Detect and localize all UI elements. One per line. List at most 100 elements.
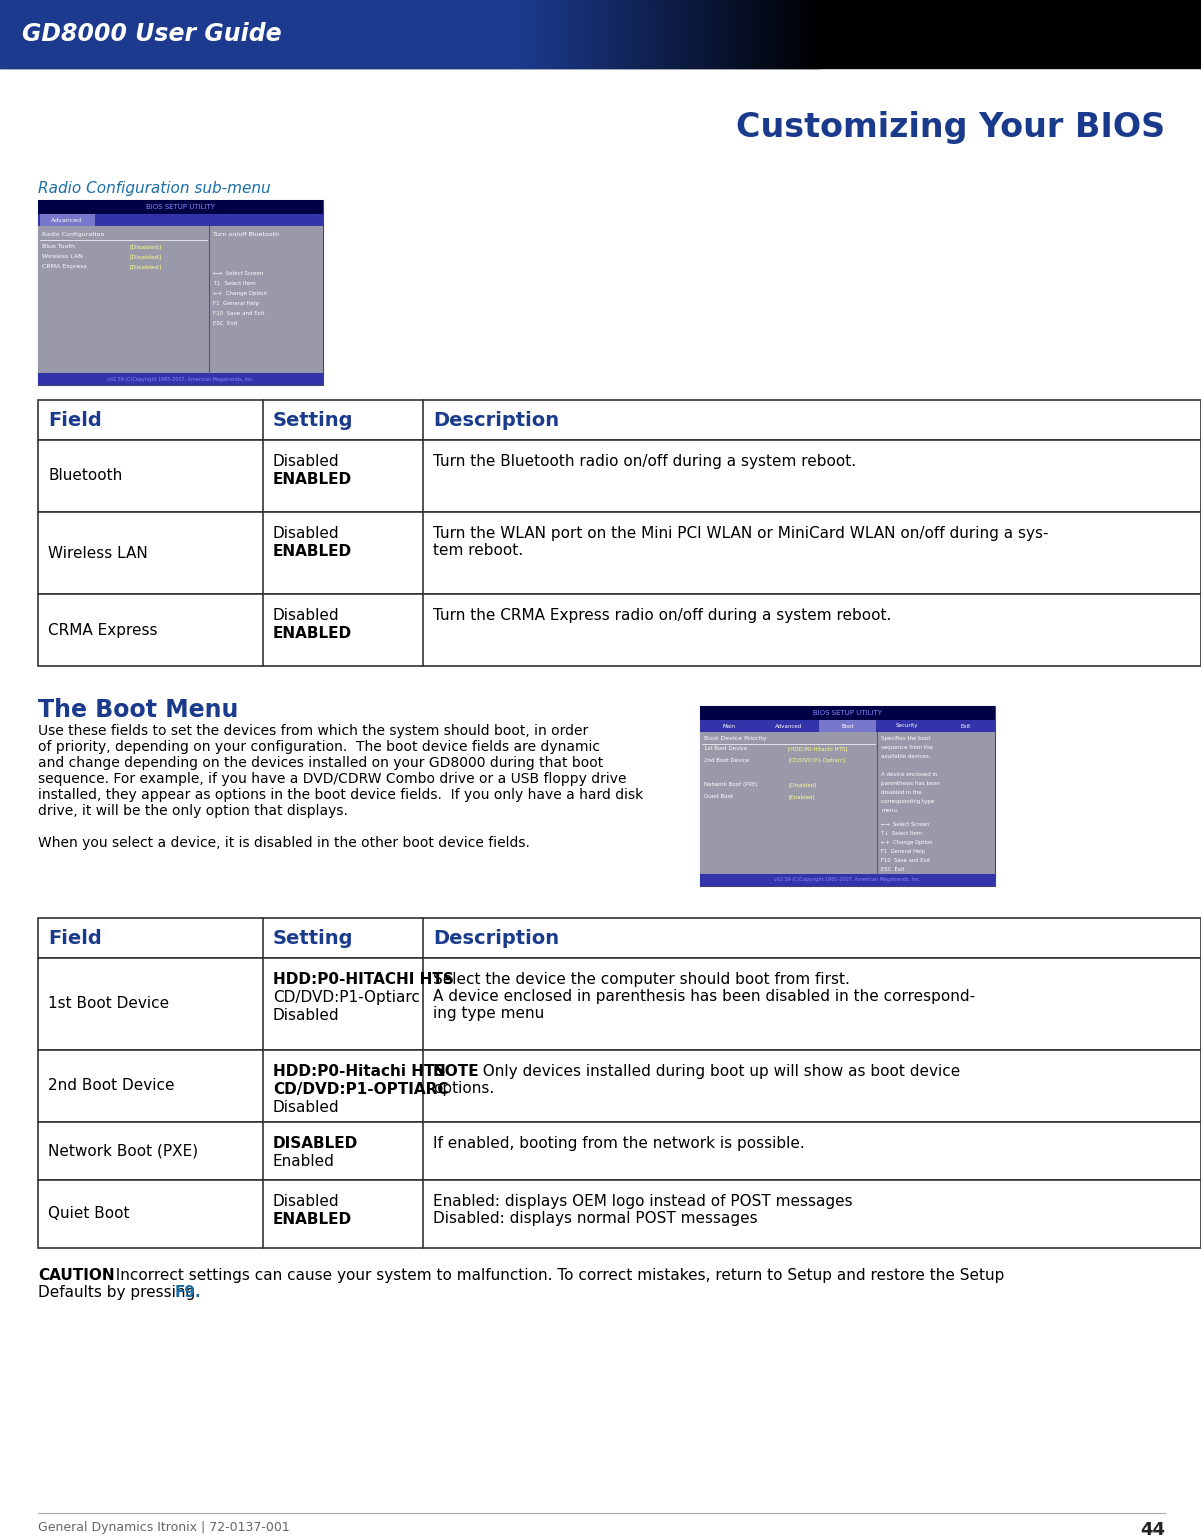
Text: Quiet Boot: Quiet Boot	[48, 1206, 130, 1221]
Text: Boot Device Priority: Boot Device Priority	[704, 736, 766, 741]
Bar	[0, 0, 520, 68]
Bar	[38, 373, 323, 385]
Text: [CD/DVD:P1-Optiarc]: [CD/DVD:P1-Optiarc]	[789, 758, 846, 762]
Text: [Disabled]: [Disabled]	[789, 782, 817, 787]
Text: Network Boot (PXE): Network Boot (PXE)	[48, 1144, 198, 1158]
Text: Field: Field	[48, 929, 102, 947]
Bar	[38, 200, 323, 385]
Text: Disabled: Disabled	[273, 1100, 340, 1115]
Text: Disabled: Disabled	[273, 527, 340, 541]
Text: 1st Boot Device: 1st Boot Device	[48, 996, 169, 1012]
Text: Customizing Your BIOS: Customizing Your BIOS	[736, 111, 1165, 145]
Text: General Dynamics Itronix | 72-0137-001: General Dynamics Itronix | 72-0137-001	[38, 1522, 289, 1534]
Text: A device enclosed in parenthesis has been disabled in the correspond-: A device enclosed in parenthesis has bee…	[434, 989, 975, 1004]
Text: [HDD:P0-Hitachi HTS]: [HDD:P0-Hitachi HTS]	[789, 745, 848, 752]
Text: Disabled: Disabled	[273, 608, 340, 624]
Bar	[38, 440, 1201, 511]
Text: Quiet Boot: Quiet Boot	[704, 795, 733, 799]
Text: Disabled: Disabled	[273, 454, 340, 470]
Text: Disabled: displays normal POST messages: Disabled: displays normal POST messages	[434, 1210, 758, 1226]
Text: Radio Configuration: Radio Configuration	[42, 233, 104, 237]
Text: ENABLED: ENABLED	[273, 1212, 352, 1227]
Bar	[38, 1050, 1201, 1123]
Text: F1  General Help: F1 General Help	[213, 300, 259, 306]
Text: F1  General Help: F1 General Help	[882, 849, 925, 855]
Text: options.: options.	[434, 1081, 495, 1096]
Text: ←→  Select Screen: ←→ Select Screen	[213, 271, 263, 276]
Text: Main: Main	[723, 724, 736, 728]
Text: Network Boot (PXE): Network Boot (PXE)	[704, 782, 758, 787]
Text: Turn the Bluetooth radio on/off during a system reboot.: Turn the Bluetooth radio on/off during a…	[434, 454, 856, 470]
Text: ←+  Change Option: ←+ Change Option	[882, 839, 932, 845]
Text: If enabled, booting from the network is possible.: If enabled, booting from the network is …	[434, 1137, 805, 1150]
Text: Enabled: Enabled	[273, 1153, 335, 1169]
Text: DISABLED: DISABLED	[273, 1137, 358, 1150]
Text: Wireless LAN: Wireless LAN	[42, 254, 83, 259]
Text: Advanced: Advanced	[775, 724, 802, 728]
Text: of priority, depending on your configuration.  The boot device fields are dynami: of priority, depending on your configura…	[38, 741, 600, 755]
Text: corresponding type: corresponding type	[882, 799, 934, 804]
Text: Select the device the computer should boot from first.: Select the device the computer should bo…	[434, 972, 850, 987]
Text: Bluetooth: Bluetooth	[48, 468, 123, 484]
Text: CAUTION: CAUTION	[38, 1267, 114, 1283]
Text: 1st Boot Device: 1st Boot Device	[704, 745, 747, 752]
Text: ESC  Exit: ESC Exit	[213, 320, 238, 326]
Bar	[700, 875, 994, 885]
Text: T↓  Select Item: T↓ Select Item	[882, 832, 922, 836]
Text: 44: 44	[1140, 1522, 1165, 1538]
Text: CD/DVD:P1-OPTIARC: CD/DVD:P1-OPTIARC	[273, 1083, 448, 1096]
Text: Enabled: displays OEM logo instead of POST messages: Enabled: displays OEM logo instead of PO…	[434, 1194, 853, 1209]
Text: Field: Field	[48, 411, 102, 430]
Bar	[38, 1123, 1201, 1180]
Text: Description: Description	[434, 929, 560, 947]
Text: [Disabled]: [Disabled]	[130, 243, 161, 249]
Text: tem reboot.: tem reboot.	[434, 544, 524, 557]
Text: Setting: Setting	[273, 929, 353, 947]
Text: 2nd Boot Device: 2nd Boot Device	[704, 758, 749, 762]
Bar	[38, 226, 209, 373]
Text: Blue Tooth: Blue Tooth	[42, 243, 74, 249]
Text: Setting: Setting	[273, 411, 353, 430]
Text: Specifies the boot: Specifies the boot	[882, 736, 931, 741]
Text: Advanced: Advanced	[52, 217, 83, 222]
Bar	[38, 958, 1201, 1050]
Text: sequence. For example, if you have a DVD/CDRW Combo drive or a USB floppy drive: sequence. For example, if you have a DVD…	[38, 772, 627, 785]
Bar	[38, 214, 323, 226]
Text: menu.: menu.	[882, 808, 898, 813]
Text: Security: Security	[895, 724, 918, 728]
Bar	[38, 918, 1201, 958]
Bar	[700, 705, 994, 721]
Text: ←+  Change Option: ←+ Change Option	[213, 291, 267, 296]
Bar	[38, 1180, 1201, 1247]
Text: CRMA Express: CRMA Express	[48, 622, 157, 638]
Text: 2nd Boot Device: 2nd Boot Device	[48, 1078, 174, 1093]
Text: Turn the CRMA Express radio on/off during a system reboot.: Turn the CRMA Express radio on/off durin…	[434, 608, 891, 624]
Text: installed, they appear as options in the boot device fields.  If you only have a: installed, they appear as options in the…	[38, 788, 644, 802]
Text: T↓  Select Item: T↓ Select Item	[213, 280, 256, 286]
Text: CRMA Express: CRMA Express	[42, 263, 86, 270]
Text: Use these fields to set the devices from which the system should boot, in order: Use these fields to set the devices from…	[38, 724, 588, 738]
Text: Turn the WLAN port on the Mini PCI WLAN or MiniCard WLAN on/off during a sys-: Turn the WLAN port on the Mini PCI WLAN …	[434, 527, 1048, 541]
Text: ←→  Select Screen: ←→ Select Screen	[882, 822, 930, 827]
Bar	[700, 705, 994, 886]
Text: Turn on/off Bluetooth: Turn on/off Bluetooth	[213, 233, 279, 237]
Text: v02.59 (C)Copyright 1985-2007, American Megatrends, Inc.: v02.59 (C)Copyright 1985-2007, American …	[107, 376, 253, 382]
Text: ENABLED: ENABLED	[273, 625, 352, 641]
Text: v02.59 (C)Copyright 1985-2007, American Megatrends, Inc.: v02.59 (C)Copyright 1985-2007, American …	[775, 878, 921, 882]
Bar	[0, 0, 1201, 68]
Text: F10  Save and Exit: F10 Save and Exit	[882, 858, 931, 862]
Bar	[700, 732, 877, 875]
Text: Exit: Exit	[961, 724, 970, 728]
Text: BIOS SETUP UTILITY: BIOS SETUP UTILITY	[813, 710, 882, 716]
Bar	[819, 721, 876, 732]
Text: ENABLED: ENABLED	[273, 544, 352, 559]
Text: GD8000 User Guide: GD8000 User Guide	[22, 22, 281, 46]
Text: [Disabled]: [Disabled]	[130, 254, 161, 259]
Text: Defaults by pressing: Defaults by pressing	[38, 1284, 201, 1300]
Text: Description: Description	[434, 411, 560, 430]
Text: drive, it will be the only option that displays.: drive, it will be the only option that d…	[38, 804, 348, 818]
Text: Wireless LAN: Wireless LAN	[48, 545, 148, 561]
Text: Disabled: Disabled	[273, 1009, 340, 1023]
Text: CD/DVD:P1-Optiarc: CD/DVD:P1-Optiarc	[273, 990, 420, 1006]
Text: Only devices installed during boot up will show as boot device: Only devices installed during boot up wi…	[473, 1064, 961, 1080]
